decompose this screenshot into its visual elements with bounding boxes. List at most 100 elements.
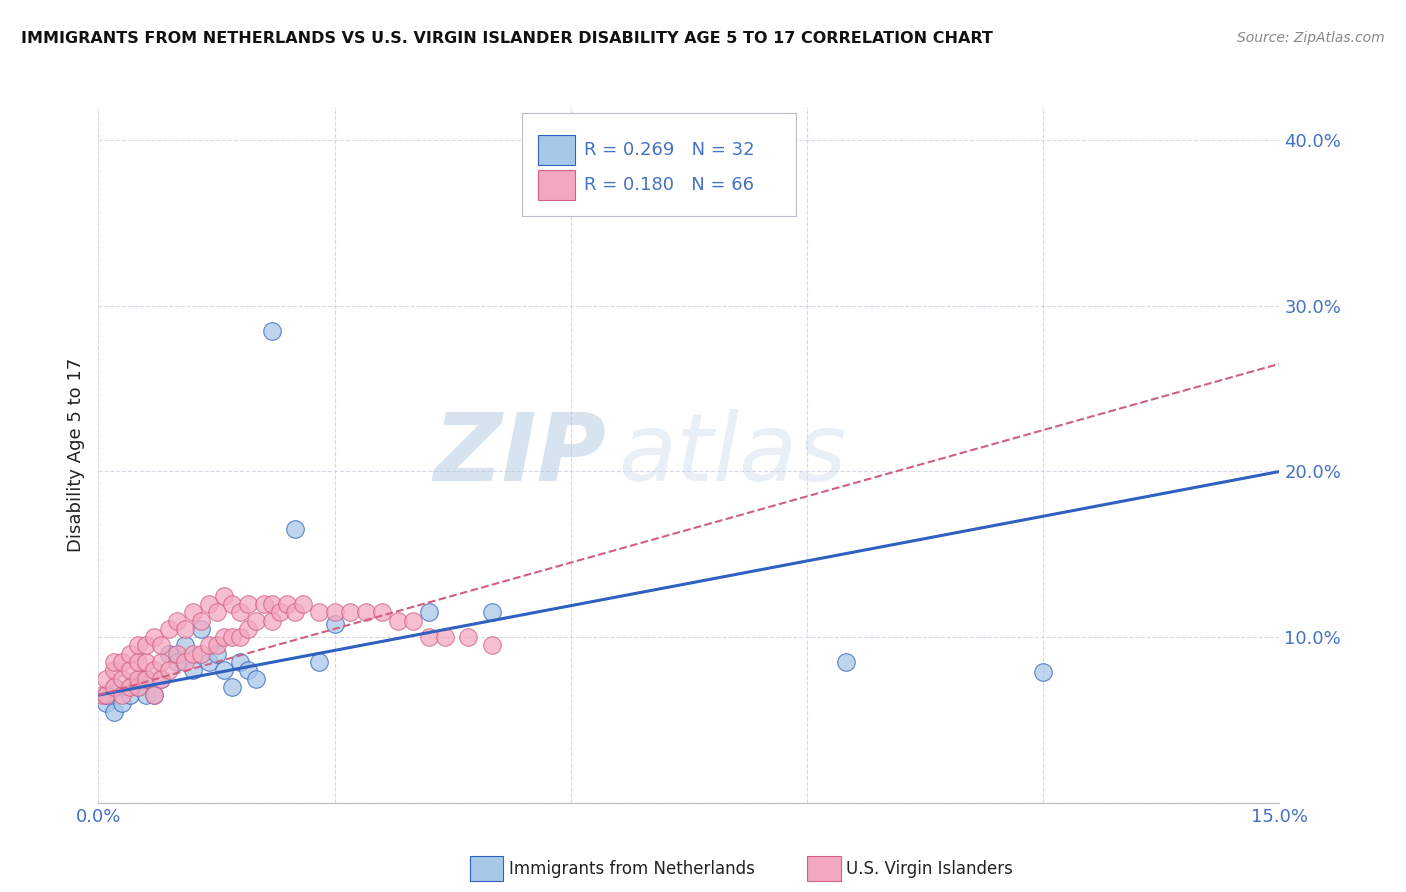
- Point: [236, 597, 259, 611]
- Point: [96, 672, 118, 686]
- Point: [221, 597, 243, 611]
- Point: [150, 672, 173, 686]
- Text: Immigrants from Netherlands: Immigrants from Netherlands: [509, 860, 755, 878]
- Point: [166, 647, 188, 661]
- Point: [127, 672, 149, 686]
- Point: [174, 622, 197, 636]
- Point: [214, 589, 236, 603]
- Point: [142, 688, 165, 702]
- Point: [387, 614, 409, 628]
- Point: [221, 680, 243, 694]
- Point: [323, 616, 346, 631]
- Point: [96, 688, 118, 702]
- Point: [166, 655, 188, 669]
- Point: [197, 597, 219, 611]
- Point: [402, 614, 425, 628]
- Text: atlas: atlas: [619, 409, 846, 500]
- Y-axis label: Disability Age 5 to 17: Disability Age 5 to 17: [66, 358, 84, 552]
- Point: [205, 639, 228, 653]
- Point: [103, 655, 125, 669]
- Point: [118, 680, 141, 694]
- Point: [103, 705, 125, 719]
- Point: [236, 663, 259, 677]
- Point: [118, 647, 141, 661]
- Point: [418, 605, 440, 619]
- Text: R = 0.269   N = 32: R = 0.269 N = 32: [583, 141, 755, 160]
- Point: [157, 622, 180, 636]
- Point: [111, 672, 134, 686]
- Point: [135, 655, 157, 669]
- Point: [174, 655, 197, 669]
- Point: [190, 647, 212, 661]
- Point: [457, 630, 479, 644]
- Point: [229, 605, 252, 619]
- Point: [221, 630, 243, 644]
- Point: [433, 630, 456, 644]
- Point: [260, 597, 283, 611]
- Point: [481, 605, 503, 619]
- Point: [96, 688, 118, 702]
- Point: [118, 688, 141, 702]
- Point: [205, 647, 228, 661]
- Point: [135, 672, 157, 686]
- Point: [135, 688, 157, 702]
- Point: [103, 680, 125, 694]
- Point: [229, 630, 252, 644]
- Point: [292, 597, 315, 611]
- Point: [174, 639, 197, 653]
- Point: [197, 639, 219, 653]
- Point: [229, 655, 252, 669]
- Point: [142, 663, 165, 677]
- Point: [111, 697, 134, 711]
- Point: [197, 655, 219, 669]
- Point: [142, 630, 165, 644]
- Point: [181, 663, 204, 677]
- Point: [308, 605, 330, 619]
- Point: [190, 622, 212, 636]
- Point: [135, 672, 157, 686]
- Point: [111, 655, 134, 669]
- Text: U.S. Virgin Islanders: U.S. Virgin Islanders: [846, 860, 1014, 878]
- Point: [260, 614, 283, 628]
- Text: Source: ZipAtlas.com: Source: ZipAtlas.com: [1237, 31, 1385, 45]
- Point: [103, 663, 125, 677]
- Point: [260, 324, 283, 338]
- Point: [91, 688, 114, 702]
- Point: [236, 622, 259, 636]
- Point: [214, 630, 236, 644]
- Point: [520, 183, 543, 197]
- Point: [150, 672, 173, 686]
- Point: [118, 663, 141, 677]
- Point: [103, 680, 125, 694]
- Point: [157, 647, 180, 661]
- Text: IMMIGRANTS FROM NETHERLANDS VS U.S. VIRGIN ISLANDER DISABILITY AGE 5 TO 17 CORRE: IMMIGRANTS FROM NETHERLANDS VS U.S. VIRG…: [21, 31, 993, 46]
- Point: [166, 614, 188, 628]
- Point: [150, 639, 173, 653]
- Point: [181, 647, 204, 661]
- Point: [181, 605, 204, 619]
- Point: [245, 614, 267, 628]
- Point: [214, 663, 236, 677]
- Point: [157, 663, 180, 677]
- Point: [127, 680, 149, 694]
- Point: [205, 605, 228, 619]
- Point: [835, 655, 858, 669]
- Point: [276, 597, 298, 611]
- Point: [127, 655, 149, 669]
- Point: [253, 597, 276, 611]
- Point: [135, 639, 157, 653]
- Point: [339, 605, 361, 619]
- Point: [127, 639, 149, 653]
- Point: [354, 605, 377, 619]
- Point: [190, 614, 212, 628]
- Text: ZIP: ZIP: [433, 409, 606, 501]
- Point: [150, 655, 173, 669]
- Point: [142, 688, 165, 702]
- Point: [284, 523, 307, 537]
- Point: [308, 655, 330, 669]
- Point: [245, 672, 267, 686]
- Point: [1032, 665, 1054, 679]
- Point: [284, 605, 307, 619]
- Point: [481, 639, 503, 653]
- Point: [323, 605, 346, 619]
